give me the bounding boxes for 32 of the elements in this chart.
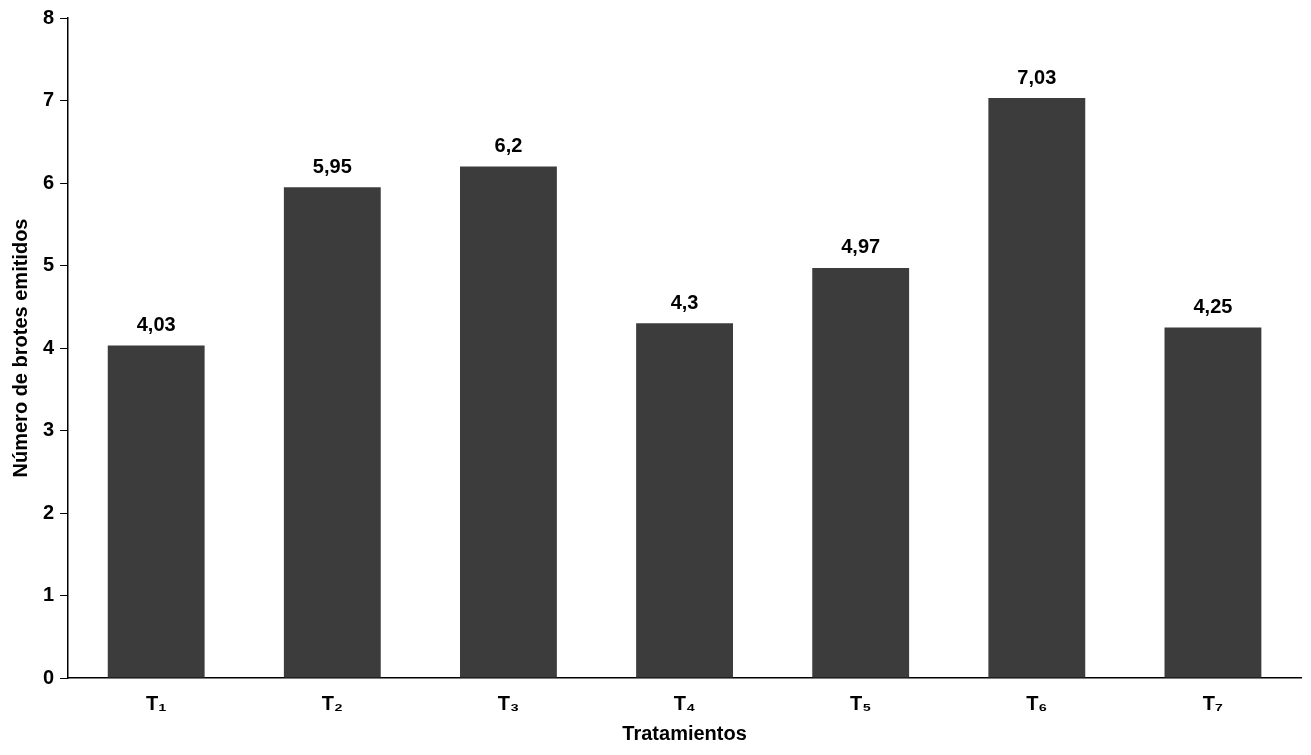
data-label: 5,95 xyxy=(312,154,352,177)
bar xyxy=(460,166,557,678)
x-tick-label: T₁ xyxy=(145,691,167,714)
bar xyxy=(107,345,205,678)
x-tick-label: T₃ xyxy=(497,691,520,714)
y-tick-label: 6 xyxy=(43,170,55,193)
y-tick-label: 3 xyxy=(43,418,55,441)
data-label: 4,03 xyxy=(136,313,176,336)
data-label: 4,3 xyxy=(670,290,699,313)
y-tick-label: 7 xyxy=(43,88,55,111)
y-tick-label: 1 xyxy=(43,583,55,606)
y-axis-title: Número de brotes emitidos xyxy=(8,218,31,478)
bar xyxy=(636,323,733,678)
x-tick-label: T₄ xyxy=(673,691,696,714)
x-tick-label: T₅ xyxy=(849,691,872,714)
bar xyxy=(988,98,1086,678)
data-label: 6,2 xyxy=(494,134,523,157)
bar xyxy=(812,267,910,678)
bar xyxy=(283,187,381,678)
data-label: 4,97 xyxy=(841,235,881,258)
y-tick-label: 4 xyxy=(43,335,55,358)
bar xyxy=(1164,327,1262,678)
x-tick-label: T₆ xyxy=(1026,691,1048,714)
y-tick-label: 5 xyxy=(43,253,55,276)
y-tick-label: 2 xyxy=(43,500,55,523)
x-axis-title: Tratamientos xyxy=(622,721,747,744)
data-label: 4,25 xyxy=(1193,294,1233,317)
y-tick-label: 8 xyxy=(43,5,55,28)
data-label: 7,03 xyxy=(1017,65,1057,88)
y-tick-label: 0 xyxy=(43,665,55,688)
x-tick-label: T₇ xyxy=(1202,691,1224,714)
x-tick-label: T₂ xyxy=(321,691,343,714)
